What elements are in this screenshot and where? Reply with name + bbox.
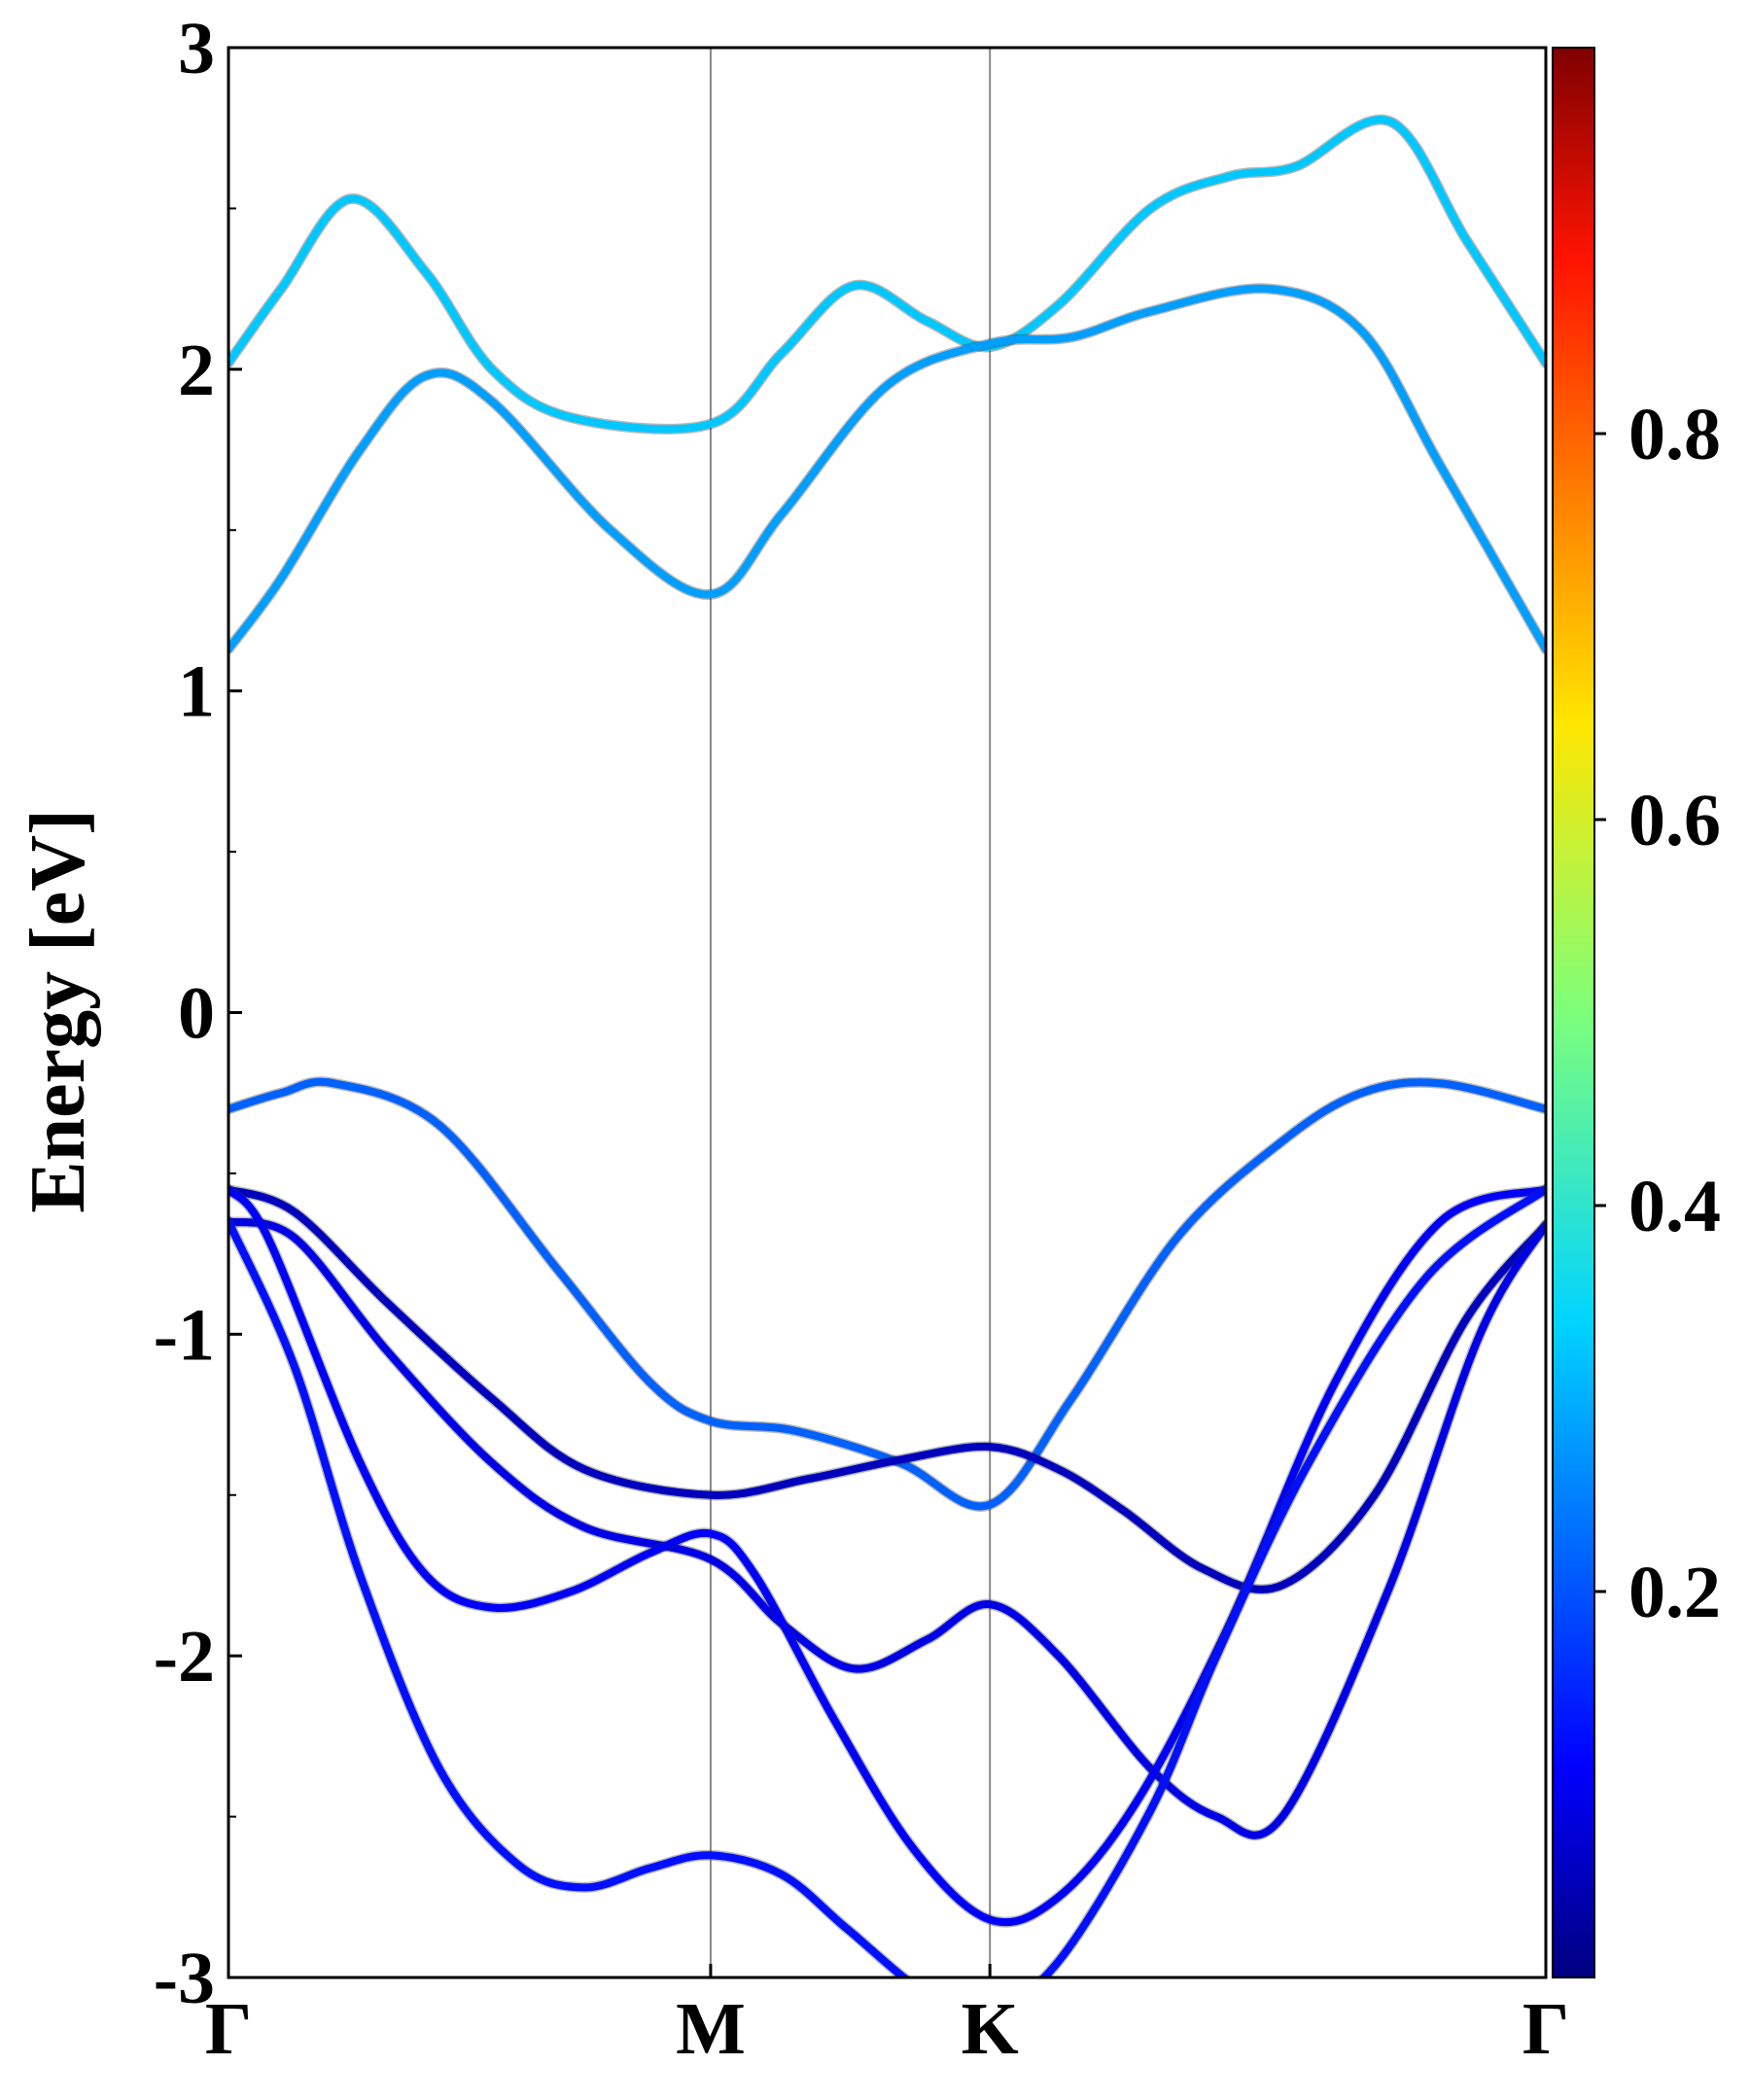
band-v2 (228, 1185, 1546, 1593)
y-tick-label: -3 (154, 1938, 215, 2019)
y-tick-label: -2 (154, 1616, 215, 1698)
colorbar-tick-label: 0.8 (1628, 394, 1721, 475)
band-v1-outline (228, 1076, 1546, 1512)
band-c2 (228, 116, 1546, 434)
y-axis-tick-labels: 3 2 1 0 -1 -2 -3 (154, 8, 215, 2019)
colorbar-tick-label: 0.6 (1628, 780, 1721, 861)
colorbar (1552, 47, 1595, 1978)
k-point-separators (709, 48, 992, 1978)
colorbar-tick-label: 0.4 (1628, 1166, 1721, 1247)
band-v5 (228, 1185, 1546, 1978)
y-tick-label: 0 (178, 973, 215, 1055)
x-tick-label: K (962, 1988, 1019, 2070)
x-tick-label: M (676, 1988, 746, 2070)
y-tick-label: 3 (178, 8, 215, 89)
y-tick-label: -1 (154, 1294, 215, 1376)
bands (228, 114, 1546, 1978)
y-axis-ticks (228, 46, 242, 1979)
x-tick-label: Γ (205, 1988, 252, 2070)
colorbar-ticks: 0.2 0.4 0.6 0.8 (1594, 394, 1721, 1633)
y-tick-label: 2 (178, 330, 215, 411)
band-c1-outline (228, 283, 1546, 655)
band-c1 (228, 284, 1546, 653)
colorbar-tick-label: 0.2 (1628, 1552, 1721, 1633)
band-v1 (228, 1077, 1546, 1511)
band-v4 (228, 1185, 1546, 1927)
band-v3 (228, 1217, 1546, 1839)
band-v5-outline (228, 1184, 1546, 1978)
y-axis-label: Energy [eV] (16, 809, 101, 1212)
y-tick-label: 1 (178, 651, 215, 733)
x-tick-label: Γ (1522, 1988, 1569, 2070)
